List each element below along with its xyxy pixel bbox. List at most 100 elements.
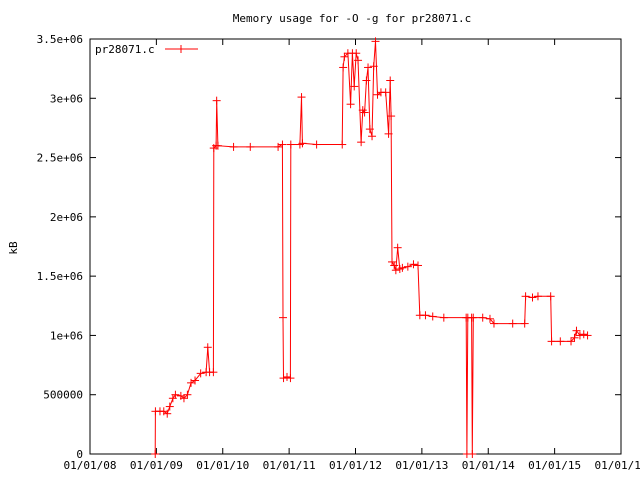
- data-point-marker: [369, 62, 378, 71]
- data-point-marker: [528, 293, 537, 302]
- data-point-marker: [212, 96, 221, 105]
- data-point-marker: [393, 243, 402, 252]
- data-point-marker: [278, 140, 287, 149]
- data-point-marker: [350, 82, 359, 91]
- data-point-marker: [387, 112, 396, 121]
- series-markers: [151, 37, 592, 458]
- data-point-marker: [183, 390, 192, 399]
- data-point-marker: [567, 337, 576, 346]
- data-point-marker: [468, 450, 477, 458]
- data-point-marker: [297, 93, 306, 102]
- data-point-marker: [391, 266, 400, 275]
- data-point-marker: [469, 313, 478, 322]
- x-tick-label: 01/01/15: [528, 459, 581, 472]
- data-point-marker: [508, 319, 517, 328]
- data-point-marker: [368, 132, 377, 141]
- y-tick-label: 2e+06: [50, 211, 83, 224]
- x-tick-label: 01/01/09: [130, 459, 183, 472]
- data-point-marker: [579, 330, 588, 339]
- data-point-marker: [381, 88, 390, 97]
- chart-title: Memory usage for -O -g for pr28071.c: [233, 12, 471, 25]
- data-point-marker: [196, 369, 205, 378]
- data-point-marker: [298, 139, 307, 148]
- data-point-marker: [286, 374, 295, 383]
- y-tick-label: 3.5e+06: [37, 33, 83, 46]
- data-point-marker: [421, 311, 430, 320]
- data-point-marker: [489, 319, 498, 328]
- plot-frame: [89, 38, 622, 455]
- x-axis-ticks: 01/01/08 01/01/09 01/01/10 01/01/11 01/01/12…: [64, 39, 640, 472]
- data-point-marker: [339, 63, 348, 72]
- data-point-marker: [246, 142, 255, 151]
- data-point-marker: [386, 76, 395, 85]
- data-point-marker: [409, 260, 418, 269]
- data-point-marker: [151, 450, 160, 458]
- data-point-marker: [171, 390, 180, 399]
- data-point-marker: [282, 372, 291, 381]
- data-point-marker: [364, 63, 373, 72]
- data-point-marker: [209, 368, 218, 377]
- data-point-marker: [203, 343, 212, 352]
- series-line: [154, 41, 588, 455]
- data-point-marker: [213, 141, 222, 150]
- data-point-marker: [428, 312, 437, 321]
- y-tick-label: 0: [76, 448, 83, 461]
- data-point-marker: [357, 138, 366, 147]
- data-point-marker: [340, 52, 349, 61]
- data-point-marker: [583, 331, 592, 340]
- data-point-marker: [533, 292, 542, 301]
- data-point-marker: [575, 331, 584, 340]
- data-point-marker: [439, 313, 448, 322]
- data-point-marker: [388, 257, 397, 266]
- legend-series-label: pr28071.c: [95, 43, 155, 56]
- data-point-marker: [352, 49, 361, 58]
- data-point-marker: [279, 374, 288, 383]
- x-tick-label: 01/01/11: [263, 459, 316, 472]
- data-point-marker: [165, 402, 174, 411]
- data-point-marker: [403, 262, 412, 271]
- data-point-marker: [163, 409, 172, 418]
- data-point-marker: [384, 129, 393, 138]
- data-point-marker: [572, 326, 581, 335]
- data-point-marker: [312, 140, 321, 149]
- data-point-marker: [274, 142, 283, 151]
- data-point-marker: [286, 140, 295, 149]
- data-point-marker: [485, 314, 494, 323]
- data-point-marker: [360, 108, 369, 117]
- x-tick-label: 01/01/16: [595, 459, 640, 472]
- data-point-marker: [191, 376, 200, 385]
- data-point-marker: [354, 56, 363, 65]
- data-point-marker: [278, 313, 287, 322]
- data-point-marker: [478, 313, 487, 322]
- y-tick-label: 500000: [43, 389, 83, 402]
- y-tick-label: 3e+06: [50, 92, 83, 105]
- legend: pr28071.c: [95, 43, 198, 56]
- data-point-marker: [398, 263, 407, 272]
- data-point-marker: [390, 261, 399, 270]
- data-point-marker: [570, 333, 579, 342]
- x-tick-label: 01/01/13: [395, 459, 448, 472]
- data-point-marker: [556, 337, 565, 346]
- data-point-marker: [521, 292, 530, 301]
- series-layer: [151, 37, 592, 458]
- x-tick-label: 01/01/14: [462, 459, 515, 472]
- x-tick-label: 01/01/10: [196, 459, 249, 472]
- x-tick-label: 01/01/08: [64, 459, 117, 472]
- data-point-marker: [179, 394, 188, 403]
- x-tick-label: 01/01/12: [329, 459, 382, 472]
- data-point-marker: [346, 100, 355, 109]
- data-point-marker: [365, 125, 374, 134]
- legend-series-marker: [177, 45, 185, 53]
- data-point-marker: [546, 292, 555, 301]
- data-point-marker: [338, 140, 347, 149]
- data-point-marker: [371, 37, 380, 46]
- data-point-marker: [229, 142, 238, 151]
- y-axis-ticks: 0 500000 1e+06 1.5e+06 2e+06 2.5e+06 3e+06 3.5e…: [37, 33, 621, 461]
- y-tick-label: 2.5e+06: [37, 152, 83, 165]
- data-point-marker: [362, 76, 371, 85]
- y-axis-label: kB: [7, 241, 20, 255]
- y-tick-label: 1e+06: [50, 329, 83, 342]
- y-tick-label: 1.5e+06: [37, 270, 83, 283]
- data-point-marker: [414, 261, 423, 270]
